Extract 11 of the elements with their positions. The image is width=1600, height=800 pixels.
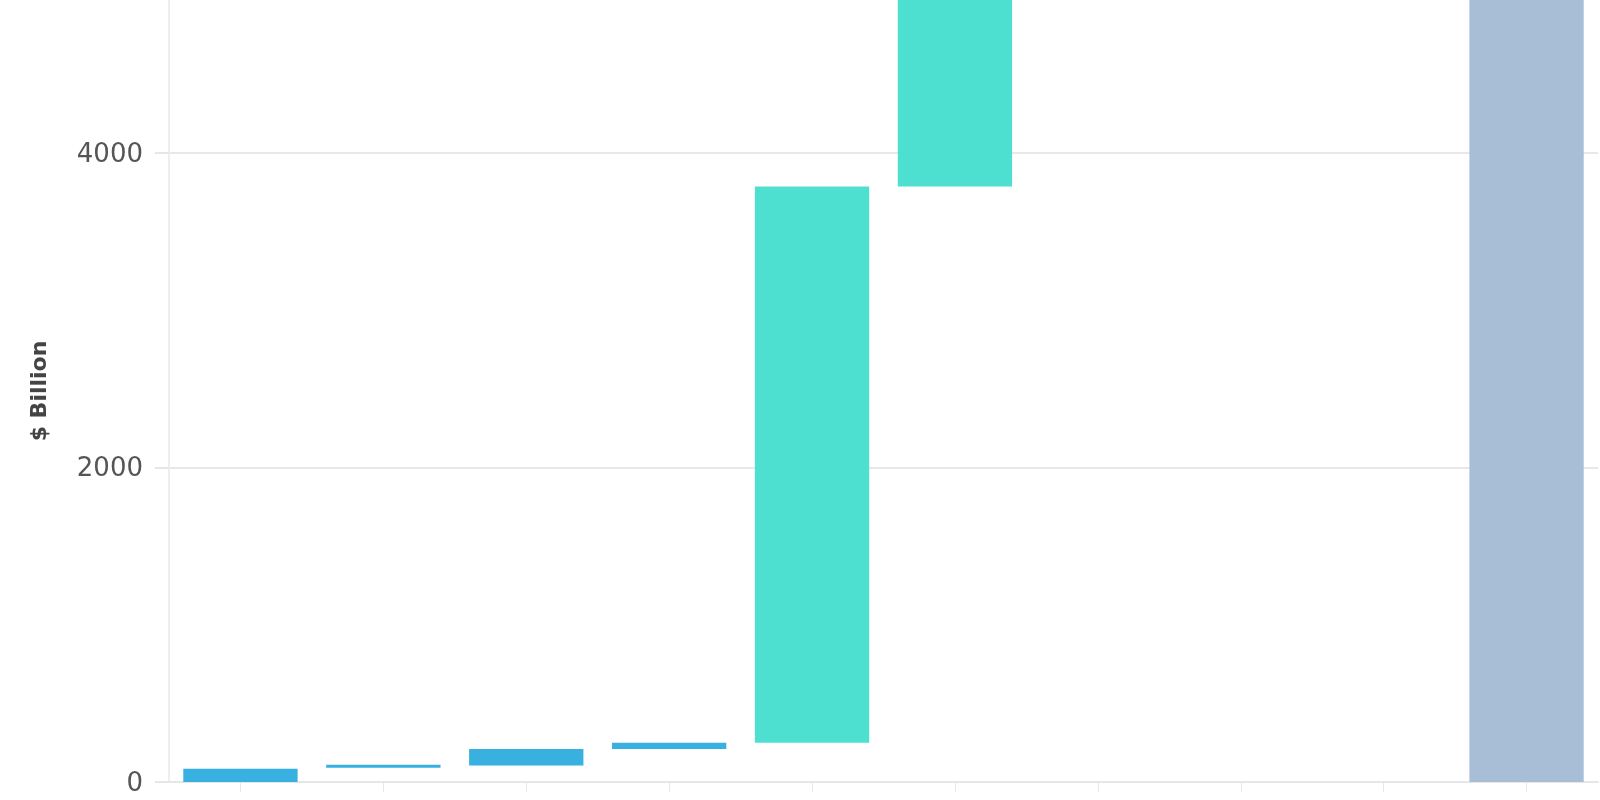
y-tick-label: 2000 — [76, 452, 143, 483]
y-tick-label: 4000 — [76, 137, 143, 168]
y-axis-title: $ Billion — [25, 340, 51, 442]
y-tick-label: 0 — [126, 767, 143, 797]
bar — [611, 742, 727, 749]
bar — [1469, 0, 1584, 782]
bar — [754, 186, 870, 743]
bar — [897, 0, 1013, 187]
bar — [183, 768, 298, 782]
bar — [469, 748, 584, 766]
bar — [326, 764, 441, 768]
